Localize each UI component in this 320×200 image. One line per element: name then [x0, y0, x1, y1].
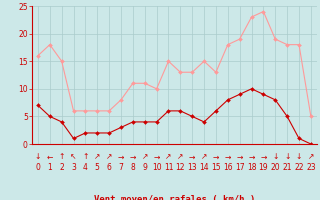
Text: ↗: ↗ — [201, 152, 207, 161]
Text: →: → — [118, 152, 124, 161]
Text: ↑: ↑ — [82, 152, 89, 161]
Text: →: → — [213, 152, 219, 161]
Text: →: → — [225, 152, 231, 161]
Text: →: → — [130, 152, 136, 161]
Text: ↗: ↗ — [141, 152, 148, 161]
Text: →: → — [236, 152, 243, 161]
Text: ↑: ↑ — [59, 152, 65, 161]
Text: →: → — [153, 152, 160, 161]
Text: →: → — [260, 152, 267, 161]
Text: ↗: ↗ — [106, 152, 112, 161]
Text: ↓: ↓ — [272, 152, 278, 161]
Text: ↓: ↓ — [296, 152, 302, 161]
X-axis label: Vent moyen/en rafales ( km/h ): Vent moyen/en rafales ( km/h ) — [94, 195, 255, 200]
Text: →: → — [189, 152, 196, 161]
Text: ↖: ↖ — [70, 152, 77, 161]
Text: ↗: ↗ — [308, 152, 314, 161]
Text: ↗: ↗ — [94, 152, 100, 161]
Text: ↗: ↗ — [165, 152, 172, 161]
Text: ↓: ↓ — [35, 152, 41, 161]
Text: ↓: ↓ — [284, 152, 290, 161]
Text: ↗: ↗ — [177, 152, 184, 161]
Text: →: → — [248, 152, 255, 161]
Text: ←: ← — [47, 152, 53, 161]
